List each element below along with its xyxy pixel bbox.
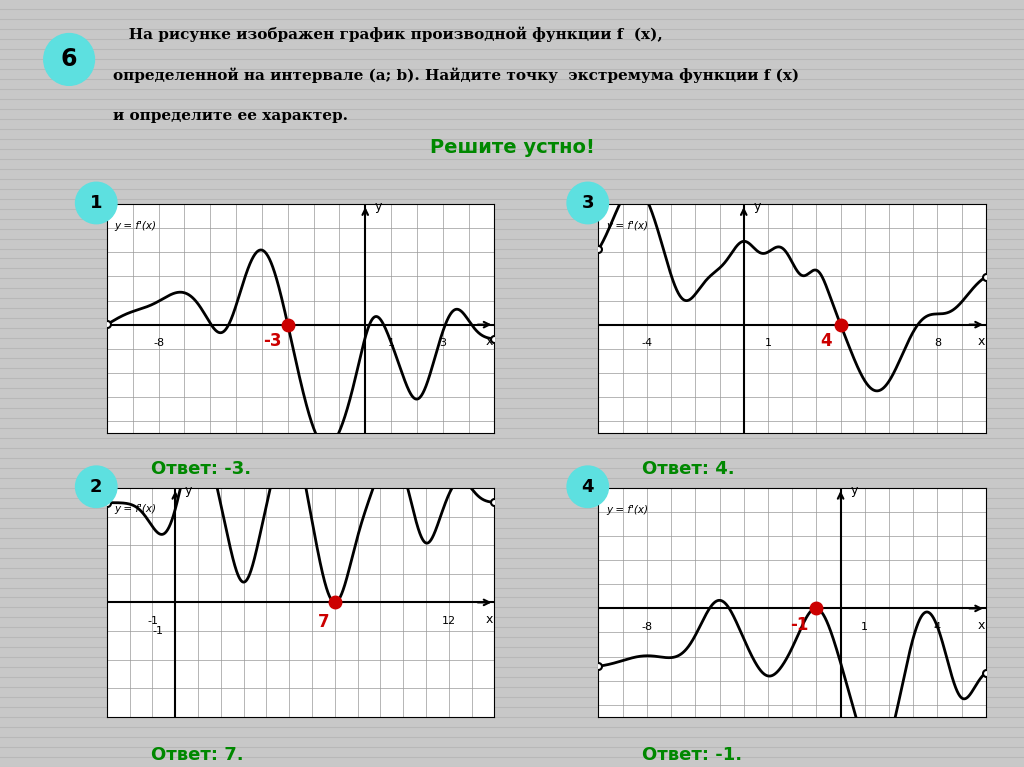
Text: 1: 1 — [861, 622, 868, 632]
Text: x: x — [485, 335, 494, 348]
Text: На рисунке изображен график производной функции f  (x),: На рисунке изображен график производной … — [113, 27, 663, 42]
Text: 7: 7 — [317, 614, 330, 631]
Circle shape — [76, 466, 117, 508]
Text: Решите устно!: Решите устно! — [429, 138, 595, 157]
Text: Ответ: -3.: Ответ: -3. — [151, 459, 251, 478]
Text: x: x — [485, 613, 494, 626]
Text: -8: -8 — [153, 338, 164, 348]
Circle shape — [567, 466, 608, 508]
Text: y: y — [375, 200, 382, 212]
Text: y: y — [754, 200, 761, 212]
Text: Ответ: 4.: Ответ: 4. — [642, 459, 735, 478]
Text: 1: 1 — [765, 338, 771, 348]
Text: Ответ: -1.: Ответ: -1. — [642, 746, 742, 764]
Text: 12: 12 — [441, 616, 456, 626]
Text: -1: -1 — [791, 616, 809, 634]
Circle shape — [44, 34, 94, 85]
Text: -4: -4 — [641, 338, 652, 348]
Text: 1: 1 — [387, 338, 394, 348]
Text: 4: 4 — [934, 622, 941, 632]
Text: y = f'(x): y = f'(x) — [115, 221, 157, 231]
Text: y = f'(x): y = f'(x) — [606, 505, 648, 515]
Text: 1: 1 — [90, 194, 102, 212]
Text: 4: 4 — [582, 478, 594, 495]
Text: 4: 4 — [820, 332, 831, 351]
Circle shape — [567, 183, 608, 224]
Text: определенной на интервале (a; b). Найдите точку  экстремума функции f (x): определенной на интервале (a; b). Найдит… — [113, 67, 799, 83]
Text: x: x — [977, 619, 985, 632]
Text: x: x — [977, 335, 985, 348]
Text: и определите ее характер.: и определите ее характер. — [113, 109, 347, 123]
Text: 6: 6 — [60, 48, 78, 71]
Text: 8: 8 — [934, 338, 941, 348]
Text: -1: -1 — [153, 626, 164, 636]
Circle shape — [76, 183, 117, 224]
Text: 2: 2 — [90, 478, 102, 495]
Text: y: y — [185, 484, 193, 496]
Text: -8: -8 — [641, 622, 652, 632]
Text: y: y — [850, 484, 858, 496]
Text: 3: 3 — [582, 194, 594, 212]
Text: Ответ: 7.: Ответ: 7. — [151, 746, 244, 764]
Text: -1: -1 — [147, 616, 158, 626]
Text: -3: -3 — [263, 332, 282, 351]
Text: 3: 3 — [439, 338, 446, 348]
Text: y = f'(x): y = f'(x) — [606, 221, 648, 231]
Text: y = f'(x): y = f'(x) — [115, 504, 157, 514]
